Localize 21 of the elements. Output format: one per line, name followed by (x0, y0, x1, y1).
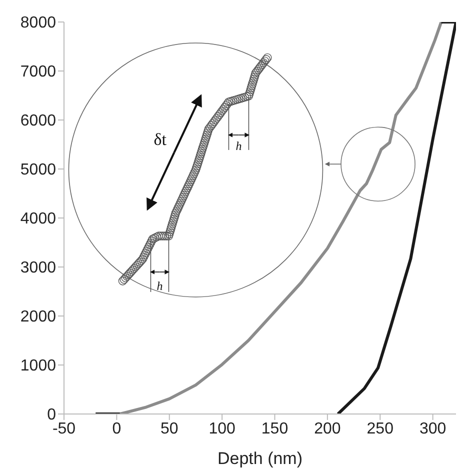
x-tick-label: 100 (208, 420, 236, 438)
y-tick-label: 1000 (20, 358, 56, 375)
y-tick-label: 4000 (20, 210, 56, 228)
y-tick-label: 2000 (20, 308, 56, 326)
y-tick-label: 8000 (20, 14, 56, 32)
y-tick-label: 6000 (20, 112, 56, 130)
y-tick-label: 3000 (20, 260, 56, 277)
line-series (336, 22, 456, 414)
y-tick-label: 7000 (20, 64, 56, 81)
x-tick-label: 50 (160, 420, 178, 438)
x-axis-title: Depth (nm) (217, 449, 303, 468)
x-tick-label: 200 (314, 420, 341, 438)
annotation: h (156, 278, 163, 293)
x-tick-label: 250 (366, 420, 394, 438)
annotation: δt (154, 130, 167, 149)
x-tick-label: 300 (419, 420, 446, 438)
line-series (118, 22, 443, 414)
x-tick-label: 0 (112, 420, 122, 438)
annotation: h (236, 138, 242, 153)
x-tick-label: 150 (261, 420, 288, 438)
y-tick-label: 5000 (20, 162, 56, 179)
